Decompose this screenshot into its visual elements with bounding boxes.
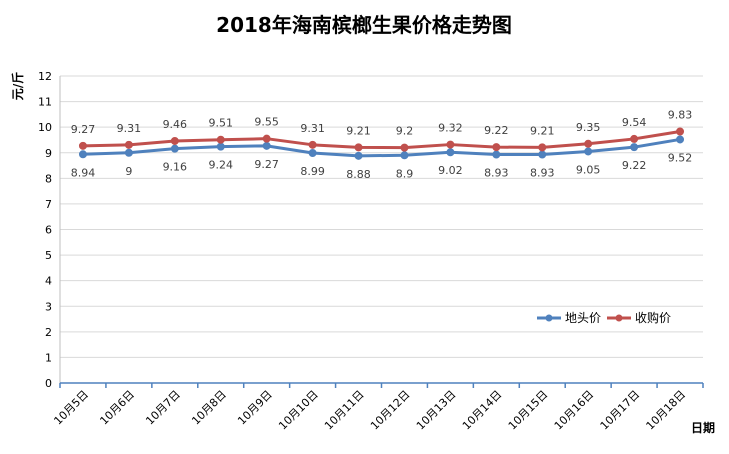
data-point [216,142,225,151]
data-label: 9.46 [163,118,188,131]
y-tick-label: 7 [45,198,52,211]
legend: 地头价 收购价 [537,310,671,325]
data-label: 9.55 [254,116,279,129]
y-tick-label: 11 [38,96,52,109]
data-label: 9.52 [668,151,693,164]
data-point [630,134,639,143]
data-label: 9.31 [300,122,325,135]
data-label: 9.02 [438,164,463,177]
data-label: 8.94 [71,166,96,179]
x-tick-label: 10月9日 [235,388,275,428]
data-label: 9.22 [484,124,509,137]
data-point [584,139,593,148]
data-point [78,141,87,150]
data-point [538,150,547,159]
x-tick-label: 10月8日 [189,388,229,428]
data-point [170,144,179,153]
data-point [262,141,271,150]
data-label: 9.32 [438,122,463,135]
y-tick-label: 3 [45,300,52,313]
data-label: 9.22 [622,159,647,172]
data-label: 9.2 [396,125,414,138]
data-point [308,149,317,158]
y-tick-label: 2 [45,326,52,339]
x-tick-label: 10月12日 [368,388,413,433]
data-label: 8.93 [484,167,509,180]
x-tick-label: 10月7日 [143,388,183,428]
data-point [400,143,409,152]
legend-marker-1 [545,314,553,322]
x-tick-label: 10月5日 [51,388,91,428]
y-tick-label: 5 [45,249,52,262]
data-point [124,140,133,149]
data-label: 9.27 [71,123,96,136]
legend-label-2: 收购价 [635,310,671,325]
data-label: 9.05 [576,163,601,176]
x-tick-label: 10月11日 [322,388,367,433]
y-tick-label: 10 [38,121,52,134]
y-tick-label: 8 [45,172,52,185]
x-axis-label: 日期 [691,420,715,435]
x-tick-label: 10月16日 [552,388,597,433]
data-label: 9.54 [622,116,647,129]
legend-label-1: 地头价 [565,311,601,325]
data-point [446,148,455,157]
data-point [216,135,225,144]
chart-title: 2018年海南槟榔生果价格走势图 [216,13,512,37]
data-point [676,127,685,136]
x-tick-label: 10月15日 [506,388,551,433]
data-label: 8.93 [530,167,555,180]
y-tick-label: 1 [45,351,52,364]
data-point [676,135,685,144]
data-label: 9.31 [117,122,142,135]
y-tick-label: 6 [45,224,52,237]
data-point [78,150,87,159]
data-label: 9 [125,165,132,178]
y-tick-label: 4 [45,275,52,288]
data-label: 9.83 [668,109,693,122]
series-line-2 [82,130,681,150]
x-tick-label: 10月13日 [414,388,459,433]
x-tick-label: 10月10日 [276,388,321,433]
series-line-1 [82,137,681,158]
data-label: 9.51 [209,117,234,130]
y-tick-label: 12 [38,70,52,83]
x-tick-label: 10月17日 [598,388,643,433]
data-point [262,134,271,143]
data-point [538,143,547,152]
data-point [400,151,409,160]
y-tick-label: 9 [45,147,52,160]
series-group: 8.94 9 9.16 9.24 9.27 8.99 8.88 8.9 9.02 8.93 8.93… [71,109,693,181]
data-point [492,143,501,152]
data-point [492,150,501,159]
data-label: 8.9 [396,167,414,180]
data-point [446,140,455,149]
x-tick-label: 10月18日 [644,388,689,433]
y-axis-label: 元/斤 [10,72,25,100]
data-label: 9.16 [163,161,188,174]
data-label: 9.27 [254,158,279,171]
data-point [124,148,133,157]
data-point [584,147,593,156]
x-tick-label: 10月6日 [97,388,137,428]
gridlines [60,75,703,358]
y-tick-label: 0 [45,377,52,390]
data-label: 8.88 [346,168,371,181]
data-point [354,151,363,160]
data-point [354,143,363,152]
data-label: 9.24 [209,159,234,172]
data-point [170,136,179,145]
data-label: 9.21 [530,124,555,137]
data-point [308,140,317,149]
data-label: 9.35 [576,121,601,134]
x-tick-label: 10月14日 [460,388,505,433]
legend-marker-2 [615,314,623,322]
data-label: 9.21 [346,124,371,137]
data-point [630,143,639,152]
data-label: 8.99 [300,165,325,178]
